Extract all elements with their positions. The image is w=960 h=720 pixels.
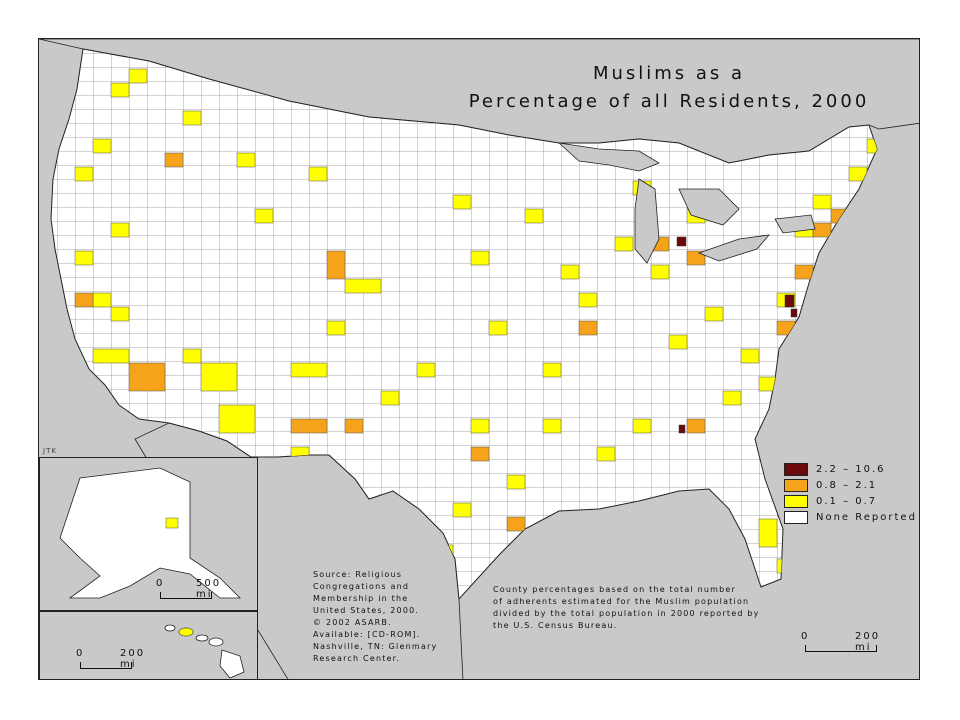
legend-swatch-high: [784, 463, 808, 476]
lake-superior: [557, 142, 660, 172]
legend-swatch-none: [784, 511, 808, 524]
main-scale-end: 200 mi: [855, 631, 881, 653]
lake-ontario: [774, 214, 816, 234]
source-line: Source: Religious: [313, 570, 403, 579]
lake-erie: [697, 234, 770, 262]
methodology-note: County percentages based on the total nu…: [493, 584, 763, 632]
legend-label-high: 2.2 – 10.6: [816, 464, 886, 475]
source-note: Source: Religious Congregations and Memb…: [313, 569, 443, 665]
map-title-line-2: Percentage of all Residents, 2000: [468, 91, 870, 112]
source-line: Membership in the: [313, 594, 409, 603]
legend-label-mid: 0.8 – 2.1: [816, 480, 878, 491]
method-line: divided by the total population in 2000 …: [493, 609, 760, 618]
lake-huron: [678, 188, 740, 226]
alaska-map: [59, 467, 241, 599]
main-map: [39, 39, 919, 679]
method-line: the U.S. Census Bureau.: [493, 621, 618, 630]
hawaii-inset: 0 200 mi: [39, 611, 258, 679]
main-scale-zero: 0: [801, 631, 810, 642]
source-line: United States, 2000.: [313, 606, 420, 615]
source-line: Available: [CD-ROM].: [313, 630, 421, 639]
source-line: Research Center.: [313, 654, 401, 663]
class-mid: [74, 152, 850, 532]
source-line: Nashville, TN: Glenmary: [313, 642, 438, 651]
alaska-scale-end: 500 mi: [196, 578, 222, 600]
method-line: of adherents estimated for the Muslim po…: [493, 597, 750, 606]
legend-label-low: 0.1 – 0.7: [816, 496, 878, 507]
map-frame: Muslims as a Percentage of all Residents…: [38, 38, 920, 680]
hawaii-scale-end: 200 mi: [120, 648, 146, 670]
hawaii-scale-zero: 0: [76, 648, 85, 659]
lake-michigan: [634, 178, 660, 264]
great-lakes: [557, 142, 816, 264]
source-line: Congregations and: [313, 582, 410, 591]
alaska-scale-zero: 0: [156, 578, 165, 589]
map-title-line-1: Muslims as a: [592, 63, 746, 84]
source-line: © 2002 ASARB.: [313, 618, 392, 627]
legend-swatch-low: [784, 495, 808, 508]
legend-swatch-mid: [784, 479, 808, 492]
method-line: County percentages based on the total nu…: [493, 585, 737, 594]
legend-label-none: None Reported: [816, 512, 917, 523]
author-credit: JTK: [43, 447, 57, 455]
alaska-inset: 0 500 mi: [39, 457, 258, 611]
hawaii-map: [164, 624, 245, 679]
